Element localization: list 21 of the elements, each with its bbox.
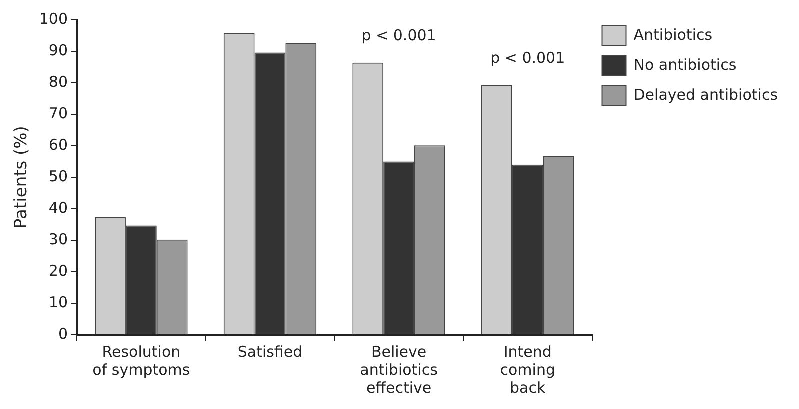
annotation: p < 0.001 — [362, 26, 436, 45]
y-tick-label: 90 — [48, 41, 68, 60]
x-tick-label: Resolution of symptoms — [92, 342, 190, 379]
y-tick-label: 0 — [58, 324, 68, 343]
y-axis-title: Patients (%) — [12, 126, 32, 229]
y-tick-label: 70 — [48, 104, 68, 122]
y-tick-label: 80 — [48, 72, 68, 91]
y-tick-label: 40 — [48, 198, 68, 217]
y-tick-label: 10 — [48, 293, 68, 312]
y-tick-label: 30 — [48, 230, 68, 248]
legend-label: Delayed antibiotics — [634, 86, 778, 104]
y-tick-label: 100 — [39, 10, 68, 28]
legend-label: Antibiotics — [634, 26, 713, 44]
y-tick-label: 60 — [48, 136, 68, 154]
y-tick-label: 20 — [48, 262, 68, 280]
annotation: p < 0.001 — [490, 49, 566, 68]
legend-label: No antibiotics — [634, 56, 737, 74]
x-tick-label: Believe antibiotics effective — [360, 342, 438, 397]
x-tick-label: Satisfied — [238, 342, 303, 361]
y-tick-label: 50 — [48, 167, 68, 186]
x-tick-label: Intend coming back — [500, 342, 556, 397]
